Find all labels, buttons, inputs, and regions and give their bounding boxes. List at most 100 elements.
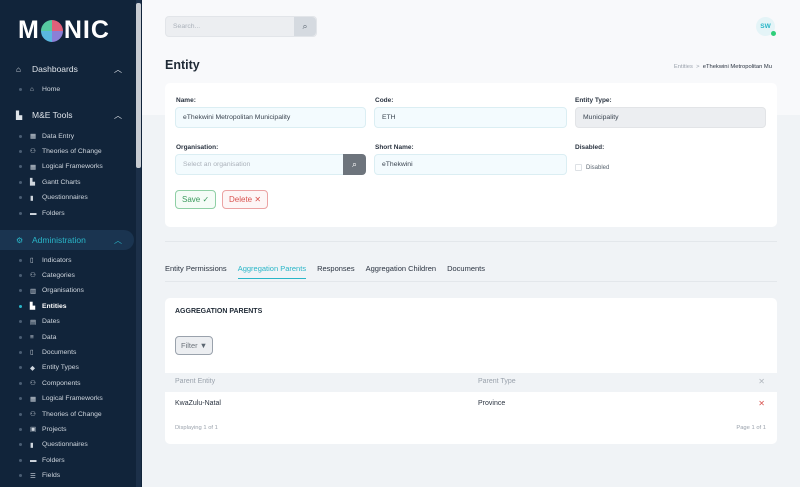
search-button[interactable]: ⌕ (294, 17, 316, 36)
sidebar-item-label: Logical Frameworks (42, 395, 103, 403)
sidebar-item-data-entry[interactable]: ▦ Data Entry (0, 129, 134, 143)
tab-documents[interactable]: Documents (447, 264, 486, 273)
chevron-up-icon[interactable]: ︿ (114, 110, 122, 120)
bullet (19, 149, 22, 153)
filter-icon: ▼ (199, 341, 208, 350)
organisation-search-button[interactable]: ⌕ (343, 154, 366, 175)
bullet (19, 165, 22, 169)
code-input[interactable]: ETH (374, 107, 567, 128)
chevron-up-icon[interactable]: ︿ (114, 64, 122, 74)
sidebar-item-label: Organisations (42, 287, 84, 295)
save-button[interactable]: Save ✓ (175, 190, 217, 209)
chart-icon: ▙ (16, 110, 23, 120)
short-name-input[interactable]: eThekwini (374, 154, 567, 175)
displaying-count: Displaying 1 of 1 (175, 425, 218, 431)
tab-aggregation-children[interactable]: Aggregation Children (365, 264, 437, 273)
sidebar-item-folders[interactable]: ▬ Folders (0, 206, 134, 220)
sidebar-item-documents[interactable]: ▯ Documents (0, 345, 134, 359)
chart-icon: ▙ (30, 179, 35, 187)
breadcrumb: Entities > eThekwini Metropolitan Mu (673, 64, 772, 70)
scrollbar-thumb[interactable] (136, 3, 141, 168)
sidebar-item-label: Components (42, 379, 81, 387)
panel-title: AGGREGATION PARENTS (175, 308, 263, 315)
sidebar-item-label: Gantt Charts (42, 178, 81, 186)
bullet (19, 196, 22, 200)
bullet (19, 304, 22, 308)
bullet (19, 366, 22, 370)
clear-all-icon[interactable]: ✕ (758, 377, 765, 386)
home-icon: ⌂ (30, 85, 34, 93)
sidebar-section-administration[interactable]: ⚙ Administration ︿ (0, 230, 134, 250)
section-label: Dashboards (32, 64, 78, 74)
folder-icon: ▬ (30, 209, 37, 217)
cogs-icon: ⚙ (16, 235, 24, 245)
sidebar-item-data[interactable]: ≡ Data (0, 330, 134, 344)
filter-label: Filter (181, 341, 198, 350)
name-input[interactable]: eThekwini Metropolitan Municipality (175, 107, 366, 128)
bullet (19, 258, 22, 262)
bullet (19, 273, 22, 277)
bullet (19, 474, 22, 478)
tab-responses[interactable]: Responses (317, 264, 355, 273)
column-parent-type[interactable]: Parent Type (478, 378, 516, 385)
sidebar-item-label: Indicators (42, 256, 72, 264)
logo[interactable]: M NIC (18, 16, 110, 44)
table-icon: ▦ (30, 395, 37, 403)
clipboard-icon: ▮ (30, 194, 34, 202)
search-icon: ⌕ (302, 21, 308, 31)
calendar-icon: ▤ (30, 318, 37, 326)
sidebar-item-theories-of-change[interactable]: ⚇ Theories of Change (0, 407, 134, 421)
filter-button[interactable]: Filter ▼ (175, 336, 214, 355)
save-label: Save (182, 195, 201, 204)
remove-row-icon[interactable]: ✕ (758, 399, 765, 408)
sidebar-item-components[interactable]: ⚇ Components (0, 376, 134, 390)
sidebar-item-label: Data (42, 333, 57, 341)
sidebar-item-label: Questionnaires (42, 441, 88, 449)
avatar[interactable]: SW (756, 17, 776, 36)
search-input[interactable]: Search... ⌕ (165, 16, 317, 37)
disabled-label: Disabled: (575, 144, 605, 151)
tags-icon: ◆ (30, 364, 35, 372)
chevron-up-icon[interactable]: ︿ (114, 235, 122, 245)
sidebar-item-fields[interactable]: ☰ Fields (0, 469, 134, 483)
name-label: Name: (176, 97, 196, 104)
delete-button[interactable]: Delete ✕ (222, 190, 269, 209)
sidebar-item-folders[interactable]: ▬ Folders (0, 453, 134, 467)
sidebar-item-questionnaires[interactable]: ▮ Questionnaires (0, 438, 134, 452)
sidebar-item-label: Questionnaires (42, 194, 88, 202)
tab-entity-permissions[interactable]: Entity Permissions (165, 264, 227, 273)
sidebar-item-logical-frameworks[interactable]: ▦ Logical Frameworks (0, 160, 134, 174)
cell-parent-type: Province (478, 400, 506, 407)
short-name-label: Short Name: (375, 144, 414, 151)
breadcrumb-entities[interactable]: Entities (673, 64, 693, 70)
sidebar-item-label: Theories of Change (42, 410, 102, 418)
search-icon: ⌕ (351, 159, 358, 169)
table-row[interactable]: KwaZulu-Natal Province ✕ (165, 392, 777, 416)
tabs-divider (165, 281, 777, 282)
disabled-checkbox[interactable] (575, 164, 582, 171)
section-label: Administration (32, 235, 86, 245)
sidebar-item-home[interactable]: ⌂ Home (0, 82, 134, 96)
sidebar: M NIC ⌂ Dashboards ︿ ⌂ Home ▙ M&E Tools ︿ ▦ Data E… (0, 0, 142, 487)
sidebar-scrollbar[interactable] (136, 0, 141, 487)
sitemap-icon: ⚇ (30, 148, 36, 156)
sidebar-item-organisations[interactable]: ▥ Organisations (0, 284, 134, 298)
sidebar-section-dashboards[interactable]: ⌂ Dashboards ︿ (0, 59, 134, 79)
sidebar-item-indicators[interactable]: ▯ Indicators (0, 253, 134, 267)
sidebar-item-label: Home (42, 85, 61, 93)
sidebar-item-dates[interactable]: ▤ Dates (0, 315, 134, 329)
column-parent-entity[interactable]: Parent Entity (175, 378, 216, 385)
organisation-input[interactable]: Select an organisation (175, 154, 345, 175)
sidebar-item-theories-of-change[interactable]: ⚇ Theories of Change (0, 144, 134, 158)
sidebar-item-logical-frameworks[interactable]: ▦ Logical Frameworks (0, 392, 134, 406)
tab-aggregation-parents[interactable]: Aggregation Parents (237, 264, 307, 279)
sidebar-item-projects[interactable]: ▣ Projects (0, 422, 134, 436)
sidebar-item-entities[interactable]: ▙ Entities (0, 299, 134, 313)
sidebar-item-gantt-charts[interactable]: ▙ Gantt Charts (0, 175, 134, 189)
sidebar-item-questionnaires[interactable]: ▮ Questionnaires (0, 191, 134, 205)
sidebar-item-entity-types[interactable]: ◆ Entity Types (0, 361, 134, 375)
sidebar-item-categories[interactable]: ⚇ Categories (0, 268, 134, 282)
sidebar-section-m-e-tools[interactable]: ▙ M&E Tools ︿ (0, 105, 134, 125)
aggregation-parents-card: AGGREGATION PARENTS Filter ▼ Parent Enti… (165, 298, 777, 444)
bullet (19, 211, 22, 215)
